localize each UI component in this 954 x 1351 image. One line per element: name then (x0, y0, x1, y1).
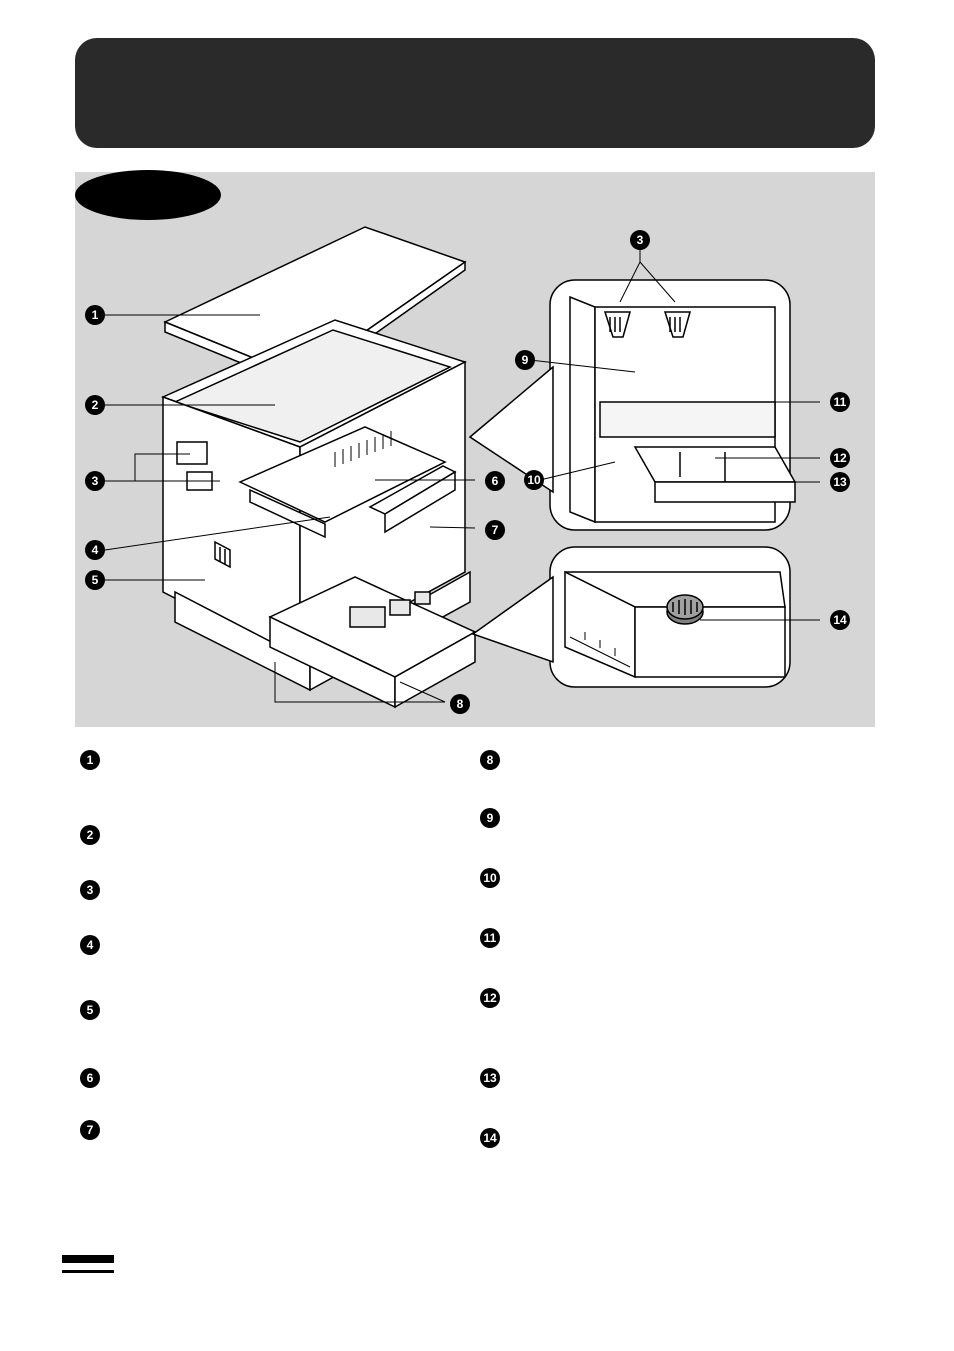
list-item-6: 6 (80, 1068, 100, 1088)
callout-12-num: 12 (833, 451, 846, 465)
callout-3b: 3 (630, 230, 650, 250)
list-1-num: 1 (87, 753, 94, 767)
callout-11-num: 11 (834, 395, 847, 409)
list-9-num: 9 (487, 811, 494, 825)
callout-14: 14 (830, 610, 850, 630)
list-5-num: 5 (87, 1003, 94, 1017)
callout-4: 4 (85, 540, 105, 560)
list-11-num: 11 (484, 931, 497, 945)
callout-7-num: 7 (492, 523, 499, 537)
list-item-2: 2 (80, 825, 100, 845)
callout-13-num: 13 (833, 475, 846, 489)
list-item-8: 8 (480, 750, 500, 770)
callout-1: 1 (85, 305, 105, 325)
header-banner (75, 38, 875, 148)
list-3-num: 3 (87, 883, 94, 897)
callout-3b-num: 3 (637, 233, 644, 247)
list-10-num: 10 (483, 871, 496, 885)
list-item-7: 7 (80, 1120, 100, 1140)
list-8-num: 8 (487, 753, 494, 767)
callout-7: 7 (485, 520, 505, 540)
callout-8: 8 (450, 694, 470, 714)
list-item-3: 3 (80, 880, 100, 900)
list-14-num: 14 (483, 1131, 496, 1145)
list-7-num: 7 (87, 1123, 94, 1137)
callout-14-num: 14 (833, 613, 846, 627)
list-item-1: 1 (80, 750, 100, 770)
callout-4-num: 4 (92, 543, 99, 557)
callout-5-num: 5 (92, 573, 99, 587)
list-item-14: 14 (480, 1128, 500, 1148)
list-13-num: 13 (483, 1071, 496, 1085)
callout-6: 6 (485, 471, 505, 491)
list-12-num: 12 (483, 991, 496, 1005)
list-item-11: 11 (480, 928, 500, 948)
callout-13: 13 (830, 472, 850, 492)
callout-3-num: 3 (92, 474, 99, 488)
callout-12: 12 (830, 448, 850, 468)
callout-1-num: 1 (92, 308, 99, 322)
callout-3: 3 (85, 471, 105, 491)
callout-9: 9 (515, 350, 535, 370)
list-item-9: 9 (480, 808, 500, 828)
list-item-13: 13 (480, 1068, 500, 1088)
callout-2-num: 2 (92, 398, 99, 412)
list-item-10: 10 (480, 868, 500, 888)
list-item-12: 12 (480, 988, 500, 1008)
list-2-num: 2 (87, 828, 94, 842)
list-item-5: 5 (80, 1000, 100, 1020)
callout-11: 11 (830, 392, 850, 412)
page-footer-bar-thin (62, 1270, 114, 1273)
callout-10: 10 (524, 470, 544, 490)
printer-diagram (75, 172, 875, 727)
callout-9-num: 9 (522, 353, 529, 367)
page-footer-bar (62, 1255, 114, 1263)
list-4-num: 4 (87, 938, 94, 952)
callout-2: 2 (85, 395, 105, 415)
callout-8-num: 8 (457, 697, 464, 711)
list-item-4: 4 (80, 935, 100, 955)
callout-10-num: 10 (527, 473, 540, 487)
list-6-num: 6 (87, 1071, 94, 1085)
callout-5: 5 (85, 570, 105, 590)
callout-6-num: 6 (492, 474, 499, 488)
